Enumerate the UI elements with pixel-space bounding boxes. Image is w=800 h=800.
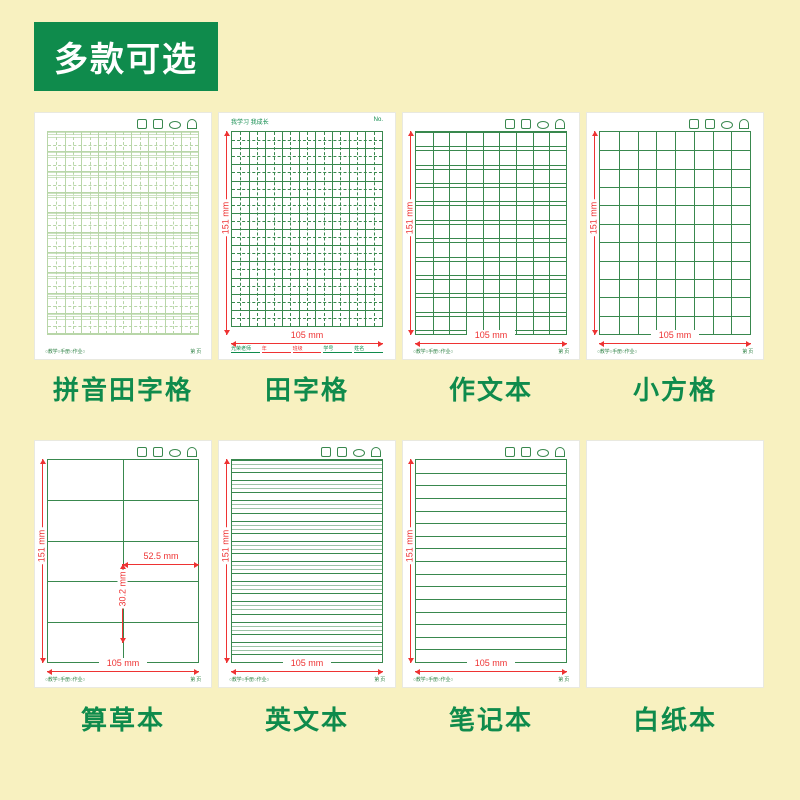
notebook-card-xiaofang: 105 mm151 mm○教学○手册○作业○第 页 <box>586 112 764 360</box>
notebook-card-zuowen: 105 mm151 mm○教学○手册○作业○第 页 <box>402 112 580 360</box>
caption-tian: 田字格 <box>218 370 396 407</box>
caption-pinyin: 拼音田字格 <box>34 370 212 407</box>
notebook-card-yingwen: 105 mm151 mm○教学○手册○作业○第 页 <box>218 440 396 688</box>
footer-left: ○教学○手册○作业○ <box>45 676 85 683</box>
header-icons <box>505 119 565 129</box>
row-1: ○教学○手册○作业○第 页我学习 我成长No.光荣老师年班级学号姓名105 mm… <box>34 112 766 360</box>
height-dimension: 151 mm <box>589 131 601 335</box>
grid-area <box>415 459 567 663</box>
notebook-card-tian: 我学习 我成长No.光荣老师年班级学号姓名105 mm151 mm <box>218 112 396 360</box>
notebook-card-suancao: 52.5 mm30.2 mm105 mm151 mm○教学○手册○作业○第 页 <box>34 440 212 688</box>
footer-left: ○教学○手册○作业○ <box>229 676 269 683</box>
footer-left: ○教学○手册○作业○ <box>597 348 637 355</box>
grid-area <box>231 459 383 663</box>
grid-area <box>231 131 383 327</box>
grid-area <box>599 131 751 335</box>
caption-zuowen: 作文本 <box>402 370 580 407</box>
header-icons <box>321 447 381 457</box>
height-dimension: 151 mm <box>405 131 417 335</box>
footer-left: ○教学○手册○作业○ <box>413 676 453 683</box>
caption-yingwen: 英文本 <box>218 700 396 737</box>
footer-right: 第 页 <box>558 676 569 683</box>
header-icons <box>137 447 197 457</box>
height-dimension: 151 mm <box>221 459 233 663</box>
height-dimension: 151 mm <box>221 131 233 335</box>
title-badge: 多款可选 <box>34 22 218 91</box>
footer-right: 第 页 <box>190 348 201 355</box>
height-dimension: 151 mm <box>405 459 417 663</box>
header-icons <box>505 447 565 457</box>
height-dimension: 151 mm <box>37 459 49 663</box>
notebook-card-pinyin: ○教学○手册○作业○ 第 页 <box>34 112 212 360</box>
footer-right: 第 页 <box>742 348 753 355</box>
grid-area <box>47 131 199 335</box>
header-icons <box>689 119 749 129</box>
caption-suancao: 算草本 <box>34 700 212 737</box>
header-icons <box>137 119 197 129</box>
footer-right: 第 页 <box>558 348 569 355</box>
notebook-card-biji: 105 mm151 mm○教学○手册○作业○第 页 <box>402 440 580 688</box>
cell-height-dimension: 30.2 mm <box>117 564 129 643</box>
caption-baizhi: 白纸本 <box>586 700 764 737</box>
cell-width-dimension: 52.5 mm <box>123 559 199 571</box>
footer-left: ○教学○手册○作业○ <box>45 348 85 355</box>
notebook-card-baizhi <box>586 440 764 688</box>
caption-xiaofang: 小方格 <box>586 370 764 407</box>
footer-left: ○教学○手册○作业○ <box>413 348 453 355</box>
width-dimension: 105 mm <box>231 338 383 350</box>
footer-right: 第 页 <box>374 676 385 683</box>
footer-right: 第 页 <box>190 676 201 683</box>
tian-header: 我学习 我成长No. <box>231 117 383 126</box>
caption-biji: 笔记本 <box>402 700 580 737</box>
row-2: 52.5 mm30.2 mm105 mm151 mm○教学○手册○作业○第 页1… <box>34 440 766 688</box>
grid-area <box>415 131 567 335</box>
